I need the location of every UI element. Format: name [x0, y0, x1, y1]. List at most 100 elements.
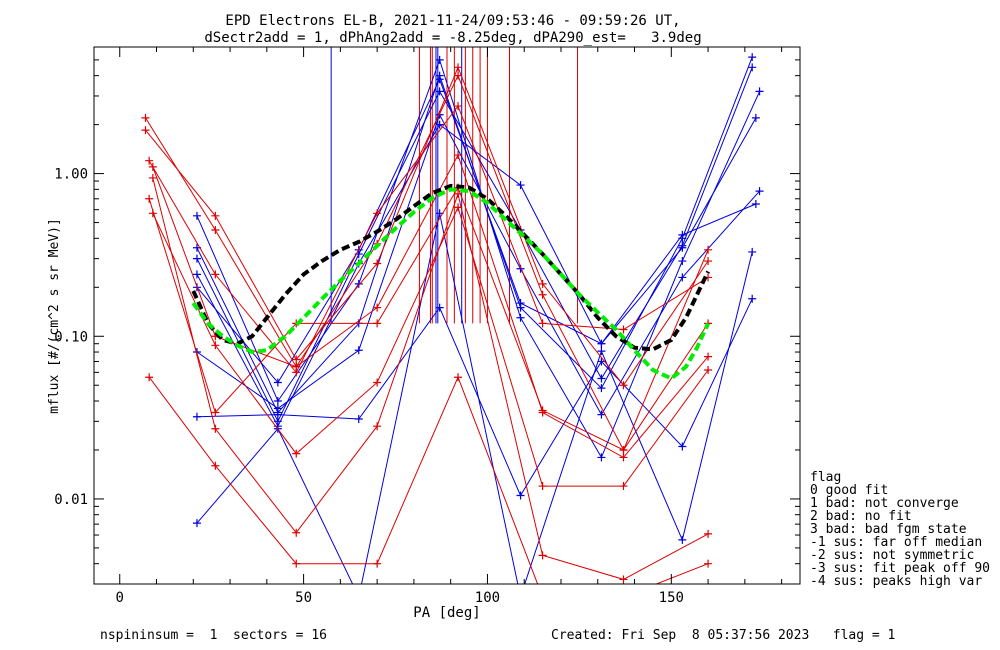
data-point [292, 528, 301, 537]
data-point [678, 273, 687, 282]
data-point [373, 303, 382, 312]
data-point [435, 120, 444, 129]
data-point [373, 422, 382, 431]
data-point [619, 381, 628, 390]
series-line [196, 213, 753, 584]
data-point [678, 230, 687, 239]
data-point [435, 303, 444, 312]
data-point [211, 270, 220, 279]
data-point [145, 156, 154, 165]
legend-entry: -2 sus: not symmetric [810, 548, 974, 563]
data-point [538, 290, 547, 299]
data-point [517, 593, 525, 601]
x-tick-label: 0 [116, 590, 124, 606]
data-point [597, 339, 606, 348]
series-line [145, 65, 709, 387]
legend: 0 good fit 1 bad: not converge 2 bad: no… [810, 483, 990, 589]
series-line [196, 78, 757, 384]
data-point [211, 408, 220, 417]
data-point [192, 211, 201, 220]
data-point [354, 415, 363, 424]
legend-title: flag [810, 470, 841, 485]
data-point [751, 200, 760, 209]
data-point [748, 247, 757, 256]
data-point [354, 346, 363, 355]
series-line [148, 375, 709, 584]
x-axis-label: PA [deg] [413, 605, 480, 621]
data-point [619, 575, 628, 584]
data-point [748, 53, 757, 62]
y-tick-label: 0.01 [54, 492, 88, 508]
data-point [748, 63, 757, 72]
series-line [196, 298, 753, 497]
data-point [454, 373, 463, 382]
data-point [755, 187, 764, 196]
series-line [148, 105, 709, 374]
data-point [373, 259, 382, 268]
data-point [597, 347, 606, 356]
chart-title-line2: dSectr2add = 1, dPhAng2add = -8.25deg, d… [204, 30, 701, 46]
fit-curve-green [191, 187, 710, 381]
legend-entry: -3 sus: fit peak off 90 [810, 561, 990, 576]
x-tick-label: 50 [295, 590, 312, 606]
y-tick-label: 0.10 [54, 329, 88, 345]
series-line [148, 186, 709, 451]
series-line [145, 74, 709, 452]
data-point [619, 482, 628, 491]
data-point [678, 535, 687, 544]
data-point [355, 593, 363, 601]
data-point [516, 181, 525, 190]
data-point [538, 279, 547, 288]
data-point [678, 442, 687, 451]
data-point [192, 412, 201, 421]
data-point [292, 449, 301, 458]
legend-entry: 1 bad: not converge [810, 496, 959, 511]
data-point [211, 226, 220, 235]
data-point [454, 63, 463, 72]
data-point [273, 396, 282, 405]
data-point [435, 55, 444, 64]
data-point [273, 410, 282, 419]
series-line [196, 58, 761, 459]
data-point [538, 406, 547, 415]
series-line [196, 113, 760, 416]
data-point [516, 313, 525, 322]
data-point [192, 270, 201, 279]
data-point [704, 529, 713, 538]
legend-entry: 3 bad: bad fgm state [810, 522, 967, 537]
data-point [192, 254, 201, 263]
data-point [373, 378, 382, 387]
data-point [454, 189, 463, 198]
data-point [597, 410, 606, 419]
legend-entry: -1 sus: far off median [810, 535, 982, 550]
data-point [211, 341, 220, 350]
data-point [751, 113, 760, 122]
data-point [619, 445, 628, 454]
data-point [435, 75, 444, 84]
plot-content [141, 47, 764, 601]
data-point [538, 319, 547, 328]
data-point [704, 366, 713, 375]
data-point [273, 378, 282, 387]
data-point [748, 294, 757, 303]
data-point [292, 355, 301, 364]
plot-frame [93, 46, 801, 585]
series-line [196, 67, 753, 423]
data-point [704, 559, 713, 568]
data-point [373, 559, 382, 568]
legend-entry: -4 sus: peaks high var [810, 574, 982, 589]
data-point [148, 162, 157, 171]
data-point [620, 593, 628, 601]
data-point [597, 384, 606, 393]
data-point [619, 325, 628, 334]
data-point [597, 374, 606, 383]
data-point [539, 593, 547, 601]
data-point [211, 211, 220, 220]
data-point [145, 373, 154, 382]
data-point [141, 113, 150, 122]
data-point [141, 126, 150, 135]
x-tick-label: 150 [659, 590, 684, 606]
data-point [211, 461, 220, 470]
data-point [704, 245, 713, 254]
